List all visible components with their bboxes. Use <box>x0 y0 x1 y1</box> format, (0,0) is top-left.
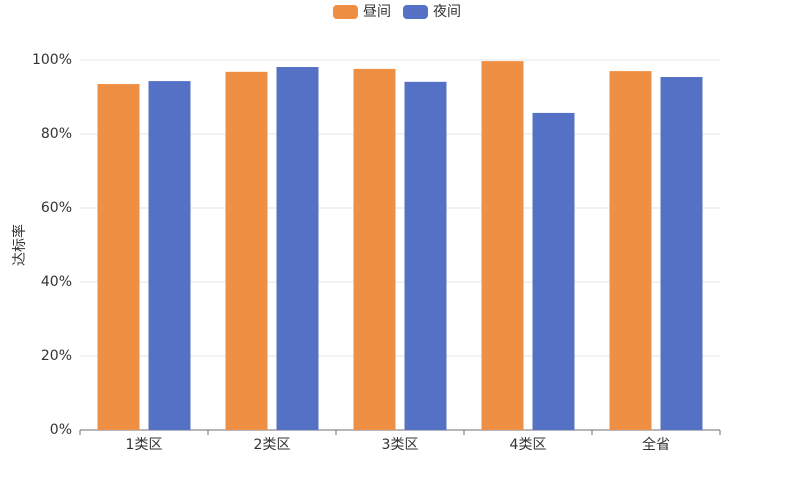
bar <box>532 112 575 430</box>
y-tick-label: 60% <box>41 200 72 216</box>
y-tick-label: 100% <box>32 52 72 68</box>
bar <box>609 71 652 430</box>
y-axis-label: 达标率 <box>11 224 28 266</box>
bar <box>276 67 319 430</box>
y-tick-label: 0% <box>50 422 72 438</box>
bar <box>404 81 447 430</box>
x-tick-label: 3类区 <box>382 437 419 453</box>
bar <box>353 68 396 430</box>
y-tick-label: 20% <box>41 348 72 364</box>
x-tick-label: 全省 <box>642 436 670 453</box>
x-tick-label: 2类区 <box>254 437 291 453</box>
bar <box>660 77 703 431</box>
legend-swatch <box>403 5 428 19</box>
y-tick-label: 40% <box>41 274 72 290</box>
legend-swatch <box>333 5 358 19</box>
bar <box>97 84 140 431</box>
legend-label: 夜间 <box>433 4 461 20</box>
legend-label: 昼间 <box>363 4 391 20</box>
y-tick-label: 80% <box>41 126 72 142</box>
x-tick-label: 4类区 <box>510 437 547 453</box>
bar <box>148 81 191 430</box>
x-tick-label: 1类区 <box>126 437 163 453</box>
bar <box>481 61 524 431</box>
bar <box>225 71 268 430</box>
